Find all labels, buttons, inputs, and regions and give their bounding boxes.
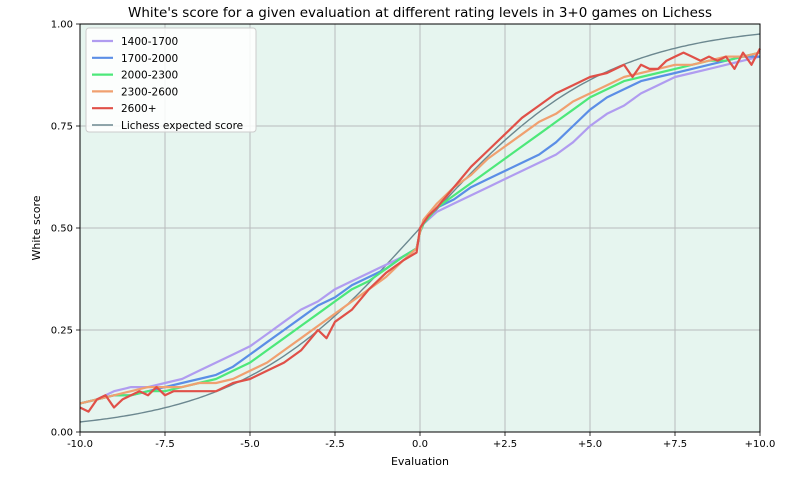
x-axis-label: Evaluation xyxy=(391,455,449,468)
x-tick-label: +7.5 xyxy=(663,439,687,450)
plot-frame xyxy=(79,23,761,433)
x-tick-label: 0.0 xyxy=(412,439,428,450)
y-tick-label: 0.75 xyxy=(51,122,73,133)
legend-box xyxy=(85,27,257,133)
x-tick-label: -10.0 xyxy=(67,439,93,450)
legend-label: 2000-2300 xyxy=(121,70,178,82)
chart-title: White's score for a given evaluation at … xyxy=(128,5,712,21)
y-tick-label: 0.50 xyxy=(51,224,73,235)
x-tick-label: +2.5 xyxy=(493,439,517,450)
y-tick-label: 1.00 xyxy=(51,20,73,31)
x-tick-label: -2.5 xyxy=(325,439,345,450)
plot-area: -10.0 -7.5 -5.0 -2.5 0.0 +2.5 +5.0 +7.5 +10.0 0.0… xyxy=(51,20,776,451)
legend-label: Lichess expected score xyxy=(121,120,243,132)
y-tick-label: 0.25 xyxy=(51,326,73,337)
x-tick-label: +10.0 xyxy=(745,439,776,450)
y-tick-label: 0.00 xyxy=(51,428,73,439)
x-tick-label: +5.0 xyxy=(578,439,602,450)
y-axis-label: White score xyxy=(30,195,43,260)
legend-label: 2600+ xyxy=(121,103,157,115)
legend-label: 1700-2000 xyxy=(121,53,178,65)
x-tick-label: -7.5 xyxy=(155,439,175,450)
legend-label: 2300-2600 xyxy=(121,86,178,98)
series-line xyxy=(79,47,761,413)
x-tick-label: -5.0 xyxy=(240,439,260,450)
legend-label: 1400-1700 xyxy=(121,36,178,48)
